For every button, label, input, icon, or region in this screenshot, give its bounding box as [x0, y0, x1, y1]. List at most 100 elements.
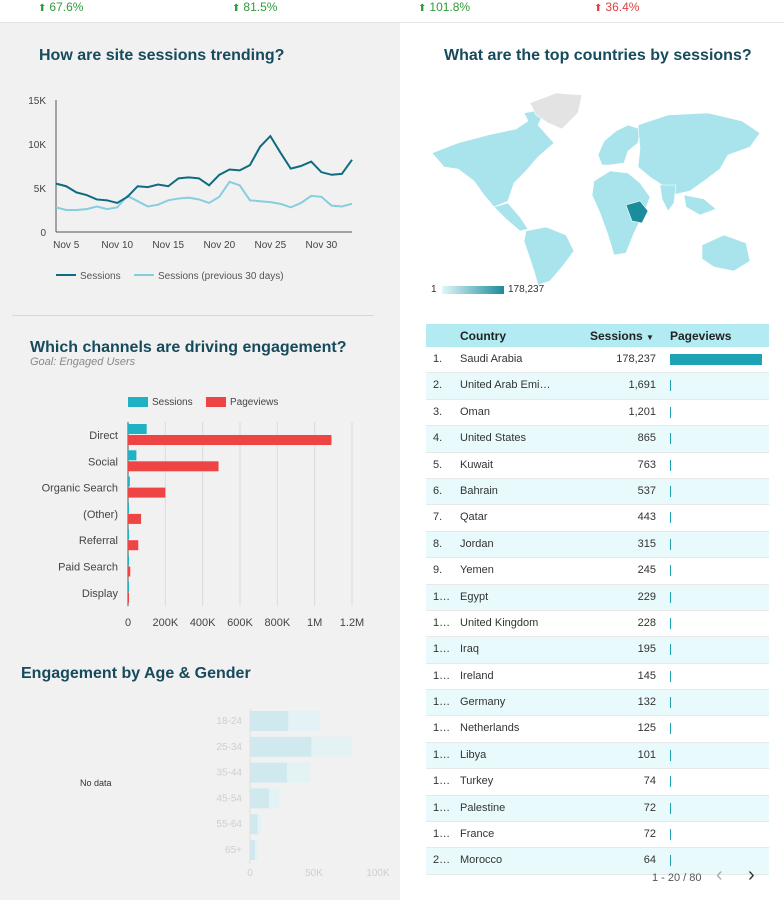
- table-row[interactable]: 1… Turkey 74: [426, 769, 769, 796]
- row-country: France: [460, 828, 495, 841]
- legend-previous-label: Sessions (previous 30 days): [158, 271, 284, 282]
- x-tick-label: Nov 15: [152, 240, 184, 251]
- map-africa[interactable]: [591, 170, 651, 256]
- table-row[interactable]: 2. United Arab Emir… 1,691: [426, 373, 769, 400]
- table-row[interactable]: 2… Morocco 64: [426, 848, 769, 875]
- pageviews-bar[interactable]: [128, 540, 139, 551]
- sessions-bar[interactable]: [128, 529, 129, 540]
- row-index: 1…: [433, 828, 451, 841]
- channels-bar-chart: Sessions Pageviews 0 200K 400K 600K 800K 1M 1.…: [42, 397, 364, 629]
- pageviews-bar[interactable]: [128, 461, 219, 472]
- row-index: 1…: [433, 696, 451, 709]
- age-bar-b: [287, 762, 311, 783]
- header-sessions[interactable]: Sessions ▼: [590, 329, 654, 343]
- pageviews-bar: [670, 855, 671, 867]
- row-country: Netherlands: [460, 722, 520, 735]
- table-row[interactable]: 7. Qatar 443: [426, 505, 769, 532]
- pageviews-bar: [670, 591, 671, 603]
- header-country[interactable]: Country: [460, 329, 506, 343]
- sessions-line: [55, 134, 353, 205]
- table-body: 1. Saudi Arabia 178,237 2. United Arab Emir……: [426, 347, 769, 875]
- section-divider: [12, 315, 374, 316]
- sessions-bar[interactable]: [128, 476, 130, 487]
- map-southeast-asia[interactable]: [683, 194, 717, 216]
- category-label: Referral: [79, 535, 118, 547]
- row-country: Egypt: [460, 590, 489, 603]
- row-sessions: 537: [637, 484, 656, 497]
- row-sessions: 1,201: [628, 405, 656, 418]
- arrow-up-icon: ⬆: [594, 3, 603, 14]
- table-row[interactable]: 1… Palestine 72: [426, 795, 769, 823]
- table-row[interactable]: 1… United Kingdom 228: [426, 611, 769, 638]
- sessions-bar[interactable]: [128, 424, 147, 434]
- row-sessions: 443: [637, 511, 656, 524]
- pageviews-bar[interactable]: [128, 566, 131, 577]
- previous-page-icon[interactable]: ‹: [716, 864, 723, 886]
- table-row[interactable]: 1. Saudi Arabia 178,237: [426, 347, 769, 374]
- row-sessions: 178,237: [616, 353, 656, 365]
- pageviews-bar[interactable]: [128, 435, 332, 445]
- category-label: Organic Search: [42, 483, 118, 495]
- row-index: 1…: [433, 669, 451, 682]
- row-country: United Arab Emir…: [460, 379, 552, 392]
- table-row[interactable]: 6. Bahrain 537: [426, 478, 769, 506]
- sort-desc-icon: ▼: [646, 333, 654, 342]
- table-row[interactable]: 1… France 72: [426, 822, 769, 849]
- sessions-bar[interactable]: [128, 555, 129, 566]
- header-pageviews[interactable]: Pageviews: [670, 329, 732, 343]
- row-country: Ireland: [460, 669, 494, 682]
- pageviews-bar: [670, 354, 762, 365]
- map-australia[interactable]: [701, 234, 751, 272]
- x-tick-label: 100K: [366, 868, 390, 879]
- row-sessions: 195: [637, 643, 656, 656]
- sessions-bar[interactable]: [128, 502, 129, 513]
- map-central-america[interactable]: [493, 202, 529, 232]
- table-row[interactable]: 3. Oman 1,201: [426, 400, 769, 427]
- row-sessions: 64: [643, 854, 656, 867]
- pageviews-bar[interactable]: [128, 513, 142, 524]
- sessions-bar[interactable]: [128, 581, 129, 592]
- map-europe[interactable]: [597, 124, 641, 166]
- row-index: 1…: [433, 643, 451, 656]
- row-country: Bahrain: [460, 484, 498, 497]
- row-sessions: 1,691: [628, 379, 656, 392]
- map-greenland[interactable]: [529, 92, 583, 130]
- row-index: 1…: [433, 801, 451, 814]
- x-tick-label: 1M: [307, 617, 322, 629]
- table-row[interactable]: 1… Iraq 195: [426, 637, 769, 664]
- pageviews-bar[interactable]: [128, 592, 129, 603]
- table-row[interactable]: 1… Netherlands 125: [426, 716, 769, 743]
- age-bar-b: [311, 736, 353, 757]
- table-row[interactable]: 1… Germany 132: [426, 690, 769, 717]
- table-row[interactable]: 8. Jordan 315: [426, 531, 769, 559]
- row-sessions: 763: [637, 458, 656, 471]
- countries-table: Country Sessions ▼ Pageviews 1. Saudi Ara…: [426, 324, 769, 875]
- world-map[interactable]: [428, 85, 768, 285]
- map-india[interactable]: [659, 184, 677, 212]
- next-page-icon[interactable]: ›: [748, 864, 755, 886]
- map-north-america[interactable]: [431, 108, 555, 208]
- table-row[interactable]: 1… Egypt 229: [426, 584, 769, 611]
- sessions-bar[interactable]: [128, 450, 137, 461]
- x-tick-label: 50K: [305, 868, 323, 879]
- table-row[interactable]: 4. United States 865: [426, 426, 769, 453]
- pageviews-bar[interactable]: [128, 487, 166, 498]
- pageviews-bar: [670, 565, 671, 577]
- kpi-change-4: ⬆ 36.4%: [594, 0, 640, 14]
- table-header: Country Sessions ▼ Pageviews: [426, 324, 769, 347]
- x-tick-label: 800K: [264, 617, 290, 629]
- table-row[interactable]: 1… Ireland 145: [426, 664, 769, 691]
- row-country: Oman: [460, 405, 490, 418]
- map-asia[interactable]: [637, 112, 761, 196]
- map-saudi-arabia[interactable]: [625, 200, 649, 224]
- row-index: 2…: [433, 854, 451, 867]
- row-index: 1…: [433, 748, 451, 761]
- row-sessions: 101: [637, 748, 656, 761]
- map-south-america[interactable]: [523, 226, 575, 285]
- table-row[interactable]: 9. Yemen 245: [426, 558, 769, 585]
- table-row[interactable]: 1… Libya 101: [426, 742, 769, 770]
- x-tick-label: 1.2M: [340, 617, 364, 629]
- age-label: 45-54: [216, 793, 242, 804]
- row-index: 4.: [433, 432, 443, 445]
- table-row[interactable]: 5. Kuwait 763: [426, 453, 769, 479]
